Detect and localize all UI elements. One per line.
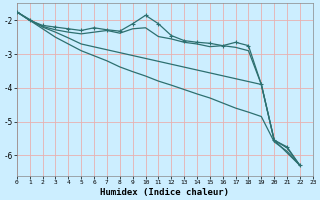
X-axis label: Humidex (Indice chaleur): Humidex (Indice chaleur) [100, 188, 229, 197]
